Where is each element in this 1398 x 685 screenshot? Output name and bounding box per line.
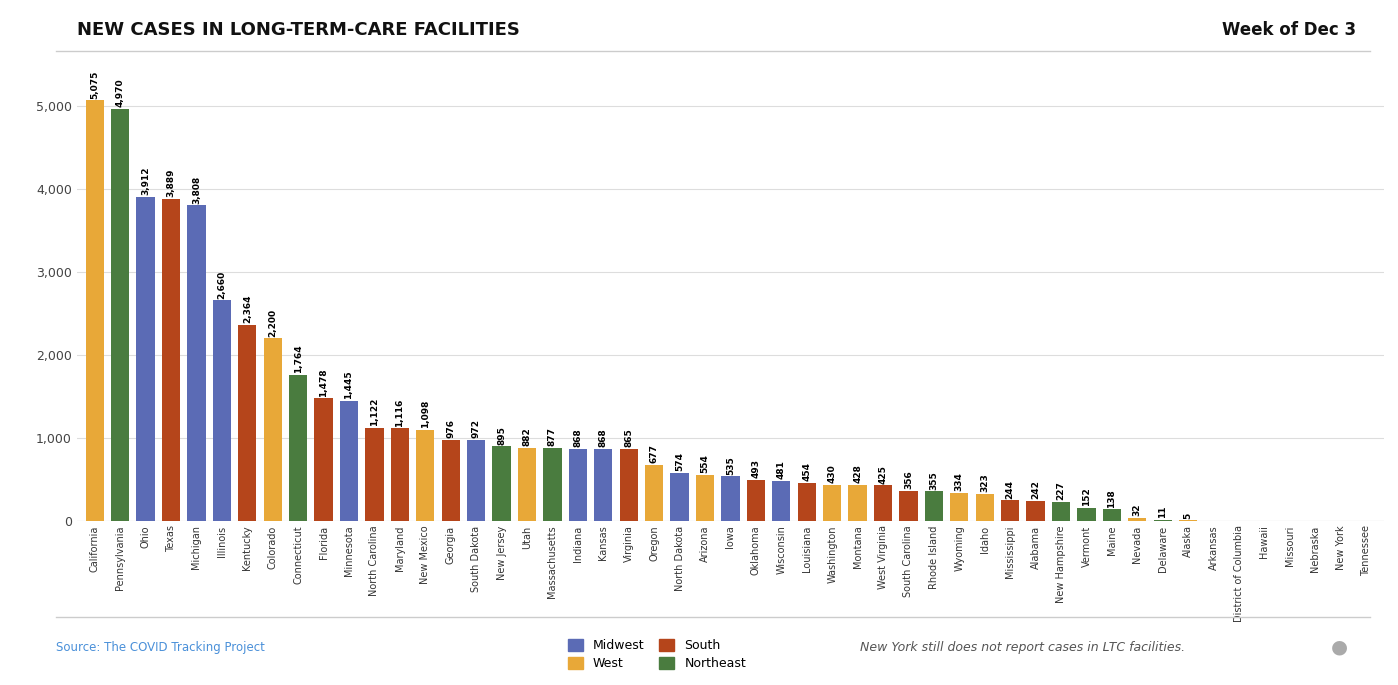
Text: ●: ● xyxy=(1331,638,1348,657)
Text: 972: 972 xyxy=(471,419,481,438)
Text: 868: 868 xyxy=(573,428,583,447)
Text: 1,478: 1,478 xyxy=(319,368,329,397)
Bar xyxy=(976,494,994,521)
Bar xyxy=(417,429,435,521)
Bar xyxy=(315,398,333,521)
Bar xyxy=(1078,508,1096,521)
Text: 1,122: 1,122 xyxy=(370,397,379,426)
Bar xyxy=(264,338,282,521)
Bar xyxy=(874,486,892,521)
Bar xyxy=(1051,502,1071,521)
Text: 677: 677 xyxy=(650,444,658,463)
Text: 430: 430 xyxy=(828,464,836,484)
Bar xyxy=(467,440,485,521)
Text: 3,808: 3,808 xyxy=(192,175,201,203)
Text: 138: 138 xyxy=(1107,489,1117,508)
Legend: Midwest, West, South, Northeast: Midwest, West, South, Northeast xyxy=(563,634,751,675)
Text: 882: 882 xyxy=(523,427,531,446)
Bar xyxy=(721,476,740,521)
Text: 2,660: 2,660 xyxy=(217,271,226,299)
Bar xyxy=(212,300,231,521)
Text: Source: The COVID Tracking Project: Source: The COVID Tracking Project xyxy=(56,641,264,653)
Bar xyxy=(187,206,206,521)
Bar xyxy=(544,448,562,521)
Text: 454: 454 xyxy=(802,462,811,482)
Bar xyxy=(492,447,510,521)
Text: New York still does not report cases in LTC facilities.: New York still does not report cases in … xyxy=(860,641,1186,653)
Bar xyxy=(696,475,714,521)
Bar xyxy=(1153,520,1172,521)
Bar xyxy=(798,483,816,521)
Text: 2,200: 2,200 xyxy=(268,309,277,337)
Text: 868: 868 xyxy=(598,428,608,447)
Text: NEW CASES IN LONG-TERM-CARE FACILITIES: NEW CASES IN LONG-TERM-CARE FACILITIES xyxy=(77,21,520,38)
Text: 865: 865 xyxy=(625,429,633,447)
Bar xyxy=(899,491,917,521)
Text: 242: 242 xyxy=(1032,480,1040,499)
Text: 493: 493 xyxy=(751,459,761,478)
Bar xyxy=(569,449,587,521)
Text: 976: 976 xyxy=(446,419,456,438)
Bar xyxy=(671,473,689,521)
Bar xyxy=(951,493,969,521)
Bar xyxy=(747,479,765,521)
Bar xyxy=(162,199,180,521)
Bar xyxy=(390,428,410,521)
Bar xyxy=(1103,509,1121,521)
Text: 244: 244 xyxy=(1005,479,1015,499)
Bar xyxy=(594,449,612,521)
Text: 1,116: 1,116 xyxy=(396,398,404,427)
Bar xyxy=(1026,501,1044,521)
Text: 334: 334 xyxy=(955,473,963,491)
Bar xyxy=(85,100,103,521)
Text: 152: 152 xyxy=(1082,488,1090,506)
Text: Week of Dec 3: Week of Dec 3 xyxy=(1222,21,1356,38)
Text: 1,764: 1,764 xyxy=(294,345,302,373)
Bar xyxy=(644,464,663,521)
Text: 428: 428 xyxy=(853,464,863,484)
Bar xyxy=(340,401,358,521)
Text: 2,364: 2,364 xyxy=(243,295,252,323)
Bar xyxy=(442,440,460,521)
Bar xyxy=(1001,500,1019,521)
Bar xyxy=(619,449,637,521)
Text: 481: 481 xyxy=(777,460,786,479)
Bar xyxy=(238,325,256,521)
Bar xyxy=(849,485,867,521)
Text: 5: 5 xyxy=(1184,512,1192,519)
Text: 323: 323 xyxy=(980,473,990,493)
Text: 574: 574 xyxy=(675,452,684,471)
Bar xyxy=(823,485,842,521)
Text: 3,912: 3,912 xyxy=(141,166,150,195)
Text: 5,075: 5,075 xyxy=(91,71,99,99)
Bar xyxy=(110,109,129,521)
Text: 1,445: 1,445 xyxy=(344,371,354,399)
Text: 355: 355 xyxy=(930,471,938,490)
Text: 554: 554 xyxy=(700,454,710,473)
Bar xyxy=(517,447,537,521)
Bar xyxy=(137,197,155,521)
Bar xyxy=(289,375,308,521)
Text: 32: 32 xyxy=(1132,503,1142,516)
Text: 227: 227 xyxy=(1057,482,1065,500)
Text: 1,098: 1,098 xyxy=(421,399,429,428)
Text: 356: 356 xyxy=(905,471,913,490)
Bar xyxy=(1128,518,1146,521)
Text: 11: 11 xyxy=(1159,506,1167,518)
Text: 3,889: 3,889 xyxy=(166,169,176,197)
Bar xyxy=(772,481,790,521)
Text: 4,970: 4,970 xyxy=(116,79,124,108)
Text: 877: 877 xyxy=(548,427,556,447)
Bar xyxy=(365,427,383,521)
Bar xyxy=(924,491,944,521)
Text: 895: 895 xyxy=(498,426,506,445)
Text: 535: 535 xyxy=(726,456,735,475)
Text: 425: 425 xyxy=(878,465,888,484)
